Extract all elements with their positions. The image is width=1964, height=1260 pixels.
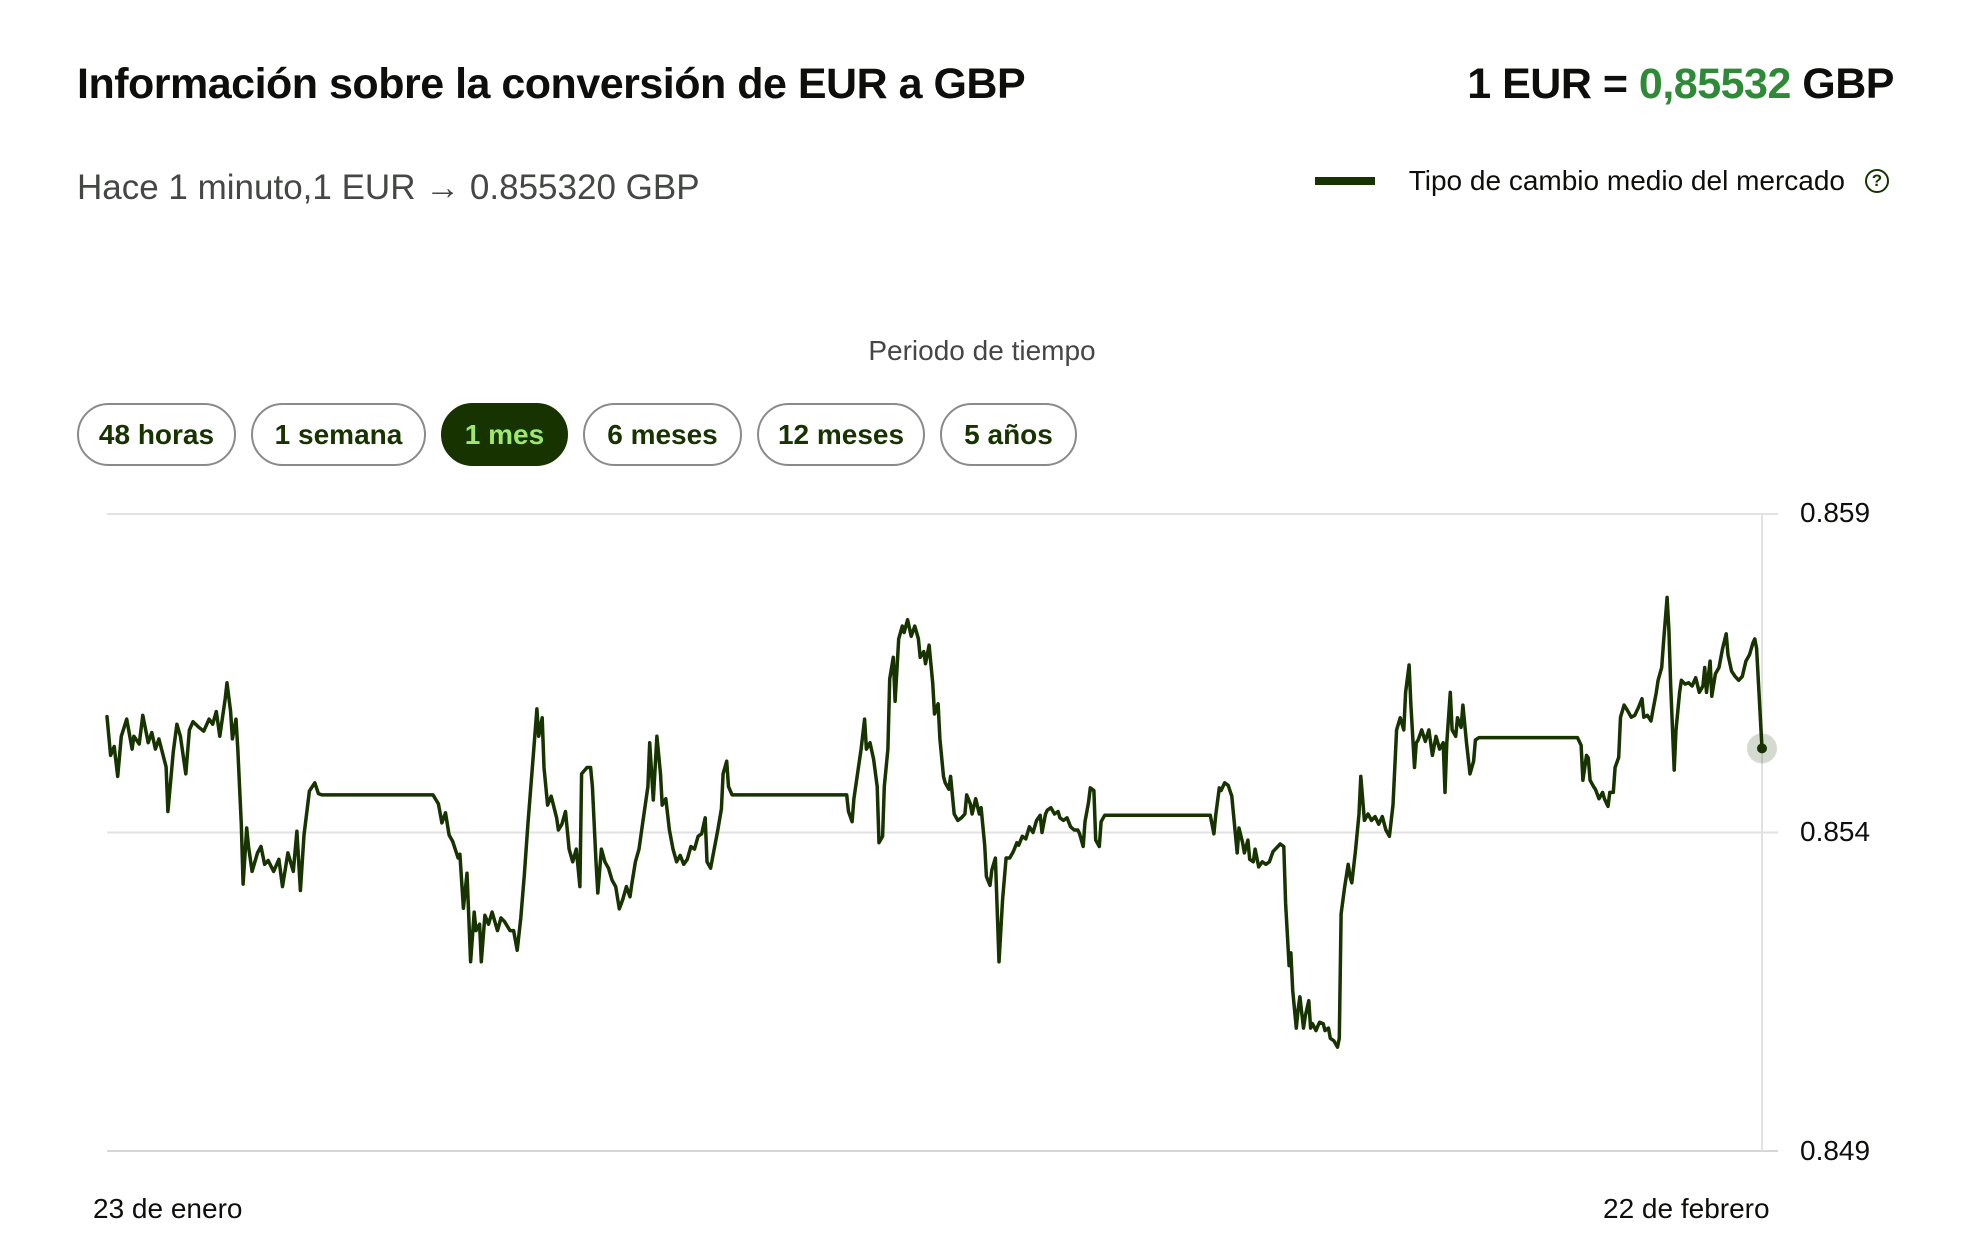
period-selector: 48 horas 1 semana 1 mes 6 meses 12 meses…: [77, 403, 1092, 466]
period-button-12-months[interactable]: 12 meses: [757, 403, 925, 466]
y-tick-label-top: 0.859: [1800, 497, 1871, 528]
last-updated-text: Hace 1 minuto,1 EUR → 0.855320 GBP: [77, 168, 700, 207]
period-button-48h[interactable]: 48 horas: [77, 403, 236, 466]
y-tick-label-middle: 0.854: [1800, 816, 1871, 847]
rate-value: 0,85532: [1638, 60, 1791, 108]
period-label-text: Periodo de tiempo: [868, 335, 1096, 366]
legend-label: Tipo de cambio medio del mercado: [1408, 165, 1845, 196]
x-tick-label-start: 23 de enero: [93, 1193, 243, 1224]
rate-line: [105, 595, 1764, 1049]
period-button-1-week[interactable]: 1 semana: [251, 403, 426, 466]
page-title: Información sobre la conversión de EUR a…: [77, 60, 1026, 108]
chart-legend: Tipo de cambio medio del mercado ?: [1314, 165, 1889, 197]
current-point-marker: [1757, 743, 1767, 754]
question-circle-icon[interactable]: ?: [1865, 169, 1889, 193]
rate-prefix: 1 EUR =: [1467, 60, 1639, 108]
y-tick-label-bottom: 0.849: [1800, 1135, 1871, 1166]
x-tick-label-end: 22 de febrero: [1603, 1193, 1770, 1224]
period-button-1-month[interactable]: 1 mes: [441, 403, 568, 466]
period-label: Periodo de tiempo: [0, 335, 1964, 367]
period-button-6-months[interactable]: 6 meses: [583, 403, 742, 466]
rate-suffix: GBP: [1790, 60, 1894, 108]
period-button-5-years[interactable]: 5 años: [940, 403, 1077, 466]
current-point-halo: [1747, 733, 1777, 764]
legend-line-swatch: [1314, 177, 1375, 185]
exchange-rate-headline: 1 EUR = 0,85532 GBP: [1467, 60, 1894, 109]
